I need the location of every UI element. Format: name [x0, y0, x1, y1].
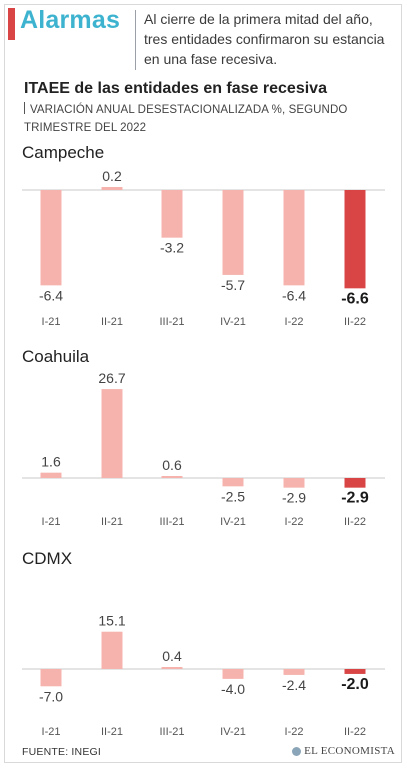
header-description: Al cierre de la primera mitad del año, t…	[144, 11, 385, 67]
footer-brand: EL ECONOMISTA	[292, 745, 395, 757]
campeche-bar-IV-21	[222, 190, 244, 275]
campeche-category-label-I-21: I-21	[42, 316, 61, 328]
coahuila-bar-II-21	[101, 389, 123, 478]
chart-coahuila: 1.6 I-21 26.7 II-21 0.6 III-21 -2.5 IV-21 -2.9 I-…	[22, 370, 385, 528]
cdmx-category-label-III-21: III-21	[159, 726, 184, 738]
campeche-value-label-I-21: -6.4	[39, 287, 63, 303]
campeche-value-label-II-21: 0.2	[102, 168, 122, 184]
campeche-bar-I-21	[40, 190, 62, 286]
campeche-category-label-II-21: II-21	[101, 316, 123, 328]
cdmx-value-label-IV-21: -4.0	[221, 681, 245, 697]
coahuila-bar-I-21	[40, 472, 62, 478]
coahuila-category-label-III-21: III-21	[159, 516, 184, 528]
campeche-category-label-II-22: II-22	[344, 316, 366, 328]
campeche-bar-II-21	[101, 187, 123, 190]
footer-source: FUENTE: INEGI	[22, 746, 102, 758]
campeche-value-label-III-21: -3.2	[160, 240, 184, 256]
coahuila-value-label-I-22: -2.9	[282, 490, 306, 506]
cdmx-value-label-II-22: -2.0	[341, 676, 369, 693]
cdmx-bar-I-21	[40, 669, 62, 687]
coahuila-value-label-II-22: -2.9	[341, 490, 369, 507]
campeche-category-label-IV-21: IV-21	[220, 316, 246, 328]
footer-brand-text: EL ECONOMISTA	[304, 745, 395, 757]
cdmx-value-label-II-21: 15.1	[98, 613, 125, 629]
coahuila-category-label-I-21: I-21	[42, 516, 61, 528]
campeche-bar-II-22	[344, 190, 366, 289]
cdmx-bar-IV-21	[222, 669, 244, 679]
coahuila-category-label-II-21: II-21	[101, 516, 123, 528]
coahuila-bar-I-22	[283, 478, 305, 488]
campeche-value-label-I-22: -6.4	[282, 287, 306, 303]
chart-subtitle-text: VARIACIÓN ANUAL DESESTACIONALIZADA %, SE…	[24, 104, 348, 134]
header-divider	[135, 10, 136, 70]
cdmx-value-label-I-22: -2.4	[282, 677, 306, 693]
campeche-bar-III-21	[161, 190, 183, 238]
cdmx-value-label-III-21: 0.4	[162, 648, 182, 664]
coahuila-bar-II-22	[344, 478, 366, 488]
cdmx-bar-II-21	[101, 631, 123, 669]
campeche-value-label-II-22: -6.6	[341, 290, 369, 307]
subtitle-mark	[24, 102, 25, 114]
header-accent-bar	[8, 8, 15, 40]
header-title: Alarmas	[20, 6, 121, 34]
cdmx-category-label-IV-21: IV-21	[220, 726, 246, 738]
coahuila-category-label-II-22: II-22	[344, 516, 366, 528]
cdmx-bar-II-22	[344, 669, 366, 674]
coahuila-bar-IV-21	[222, 478, 244, 487]
campeche-value-label-IV-21: -5.7	[221, 277, 245, 293]
cdmx-category-label-II-21: II-21	[101, 726, 123, 738]
coahuila-category-label-IV-21: IV-21	[220, 516, 246, 528]
cdmx-bar-I-22	[283, 669, 305, 675]
cdmx-bar-III-21	[161, 667, 183, 669]
panel-title-cdmx: CDMX	[22, 549, 73, 568]
coahuila-value-label-IV-21: -2.5	[221, 488, 245, 504]
panel-title-coahuila: Coahuila	[22, 347, 90, 366]
coahuila-bar-III-21	[161, 476, 183, 478]
coahuila-value-label-II-21: 26.7	[98, 370, 125, 386]
chart-cdmx: -7.0 I-21 15.1 II-21 0.4 III-21 -4.0 IV-21 -2.4 I…	[22, 613, 385, 738]
chart-frame	[4, 4, 402, 763]
cdmx-category-label-I-21: I-21	[42, 726, 61, 738]
campeche-bar-I-22	[283, 190, 305, 286]
chart-title: ITAEE de las entidades en fase recesiva	[24, 80, 327, 97]
cdmx-category-label-I-22: I-22	[285, 726, 304, 738]
cdmx-value-label-I-21: -7.0	[39, 688, 63, 704]
campeche-category-label-I-22: I-22	[285, 316, 304, 328]
campeche-category-label-III-21: III-21	[159, 316, 184, 328]
coahuila-value-label-III-21: 0.6	[162, 457, 182, 473]
chart-subtitle: VARIACIÓN ANUAL DESESTACIONALIZADA %, SE…	[24, 101, 374, 137]
panel-title-campeche: Campeche	[22, 143, 105, 162]
coahuila-category-label-I-22: I-22	[285, 516, 304, 528]
cdmx-category-label-II-22: II-22	[344, 726, 366, 738]
coahuila-value-label-I-21: 1.6	[41, 454, 61, 470]
brand-logo-icon	[292, 746, 302, 756]
chart-campeche: -6.4 I-21 0.2 II-21 -3.2 III-21 -5.7 IV-21 -6.4 I…	[22, 168, 385, 328]
